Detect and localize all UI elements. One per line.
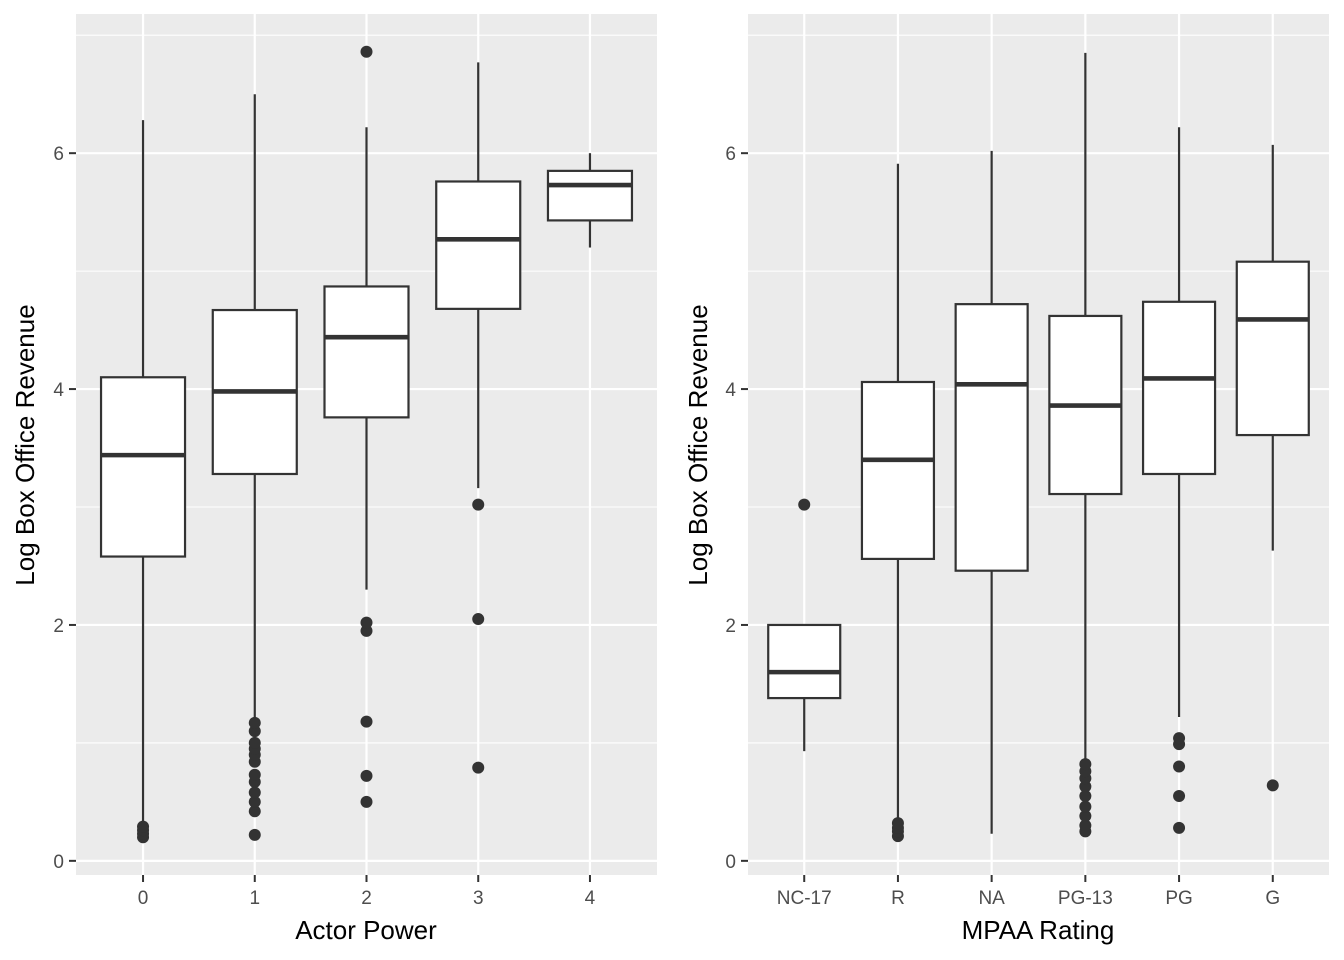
outlier-point: [1079, 780, 1092, 793]
box-2: [323, 45, 410, 808]
box-iqr: [323, 285, 410, 419]
outlier-point: [1079, 819, 1092, 832]
plot-area: 0 2 4 6 0 1 2 3 4: [53, 14, 657, 909]
box-iqr: [767, 623, 842, 700]
box-PG: [1141, 127, 1217, 834]
panel-actor-power: 0 2 4 6 0 1 2 3 4 Log Box Office Revenue Actor P…: [10, 14, 657, 945]
box-iqr: [1141, 300, 1217, 476]
box-4: [546, 153, 634, 248]
plot-area: 0 2 4 6 NC-17 R NA PG-13 PG G: [725, 14, 1329, 909]
y-tick-label: 6: [53, 144, 64, 165]
y-tick-label: 6: [725, 144, 736, 165]
box-1: [211, 94, 298, 841]
outlier-point: [1079, 810, 1092, 823]
outlier-point: [360, 624, 373, 637]
box-PG-13: [1048, 52, 1123, 838]
outlier-point: [1173, 789, 1186, 802]
y-tick-label: 2: [53, 616, 64, 637]
x-tick-label: PG: [1165, 888, 1192, 909]
outlier-point: [1173, 732, 1186, 745]
x-tick-label: 0: [138, 888, 149, 909]
outlier-point: [1079, 800, 1092, 813]
outlier-point: [891, 817, 904, 830]
x-tick-label: NA: [978, 888, 1005, 909]
box-iqr: [860, 380, 936, 561]
box-0: [99, 120, 187, 844]
x-tick-label: PG-13: [1058, 888, 1113, 909]
outlier-point: [248, 716, 261, 729]
x-tick-label: 3: [473, 888, 484, 909]
outlier-point: [1266, 779, 1279, 792]
outlier-point: [248, 725, 261, 738]
x-tick-label: 4: [585, 888, 596, 909]
x-tick-label: 2: [361, 888, 372, 909]
y-axis-title: Log Box Office Revenue: [10, 304, 40, 585]
outlier-point: [360, 715, 373, 728]
box-iqr: [1235, 260, 1310, 437]
outlier-point: [1079, 758, 1092, 771]
x-tick-label: G: [1265, 888, 1280, 909]
box-iqr: [954, 303, 1029, 572]
x-tick-label: 1: [249, 888, 260, 909]
box-iqr: [546, 169, 634, 222]
outlier-point: [248, 786, 261, 799]
y-tick-label: 0: [725, 852, 736, 873]
outlier-point: [360, 795, 373, 808]
box-iqr: [99, 376, 187, 558]
box-3: [435, 62, 522, 774]
outlier-point: [360, 616, 373, 629]
box-R: [860, 163, 936, 843]
x-axis-title: MPAA Rating: [962, 915, 1115, 945]
y-tick-label: 0: [53, 852, 64, 873]
x-tick-label: R: [891, 888, 905, 909]
y-axis-title: Log Box Office Revenue: [683, 304, 713, 585]
outlier-point: [248, 805, 261, 818]
x-tick-label: NC-17: [777, 888, 832, 909]
outlier-point: [360, 769, 373, 782]
panel-mpaa-rating: 0 2 4 6 NC-17 R NA PG-13 PG G Log Box Office Reve…: [683, 14, 1329, 945]
box-NA: [954, 150, 1029, 834]
outlier-point: [248, 736, 261, 749]
outlier-point: [472, 498, 485, 511]
outlier-point: [472, 613, 485, 626]
outlier-point: [248, 828, 261, 841]
box-NC-17: [767, 498, 842, 752]
outlier-point: [1173, 760, 1186, 773]
outlier-point: [248, 768, 261, 781]
box-G: [1235, 144, 1310, 792]
y-tick-label: 4: [725, 380, 736, 401]
outlier-point: [1173, 821, 1186, 834]
box-iqr: [435, 180, 522, 310]
outlier-point: [798, 498, 811, 511]
outlier-point: [248, 795, 261, 808]
outlier-point: [137, 820, 150, 833]
outlier-point: [1079, 789, 1092, 802]
y-tick-label: 4: [53, 380, 64, 401]
x-axis-title: Actor Power: [295, 915, 437, 945]
outlier-point: [360, 45, 373, 58]
y-tick-label: 2: [725, 616, 736, 637]
panel-background: [748, 14, 1329, 875]
outlier-point: [472, 761, 485, 774]
